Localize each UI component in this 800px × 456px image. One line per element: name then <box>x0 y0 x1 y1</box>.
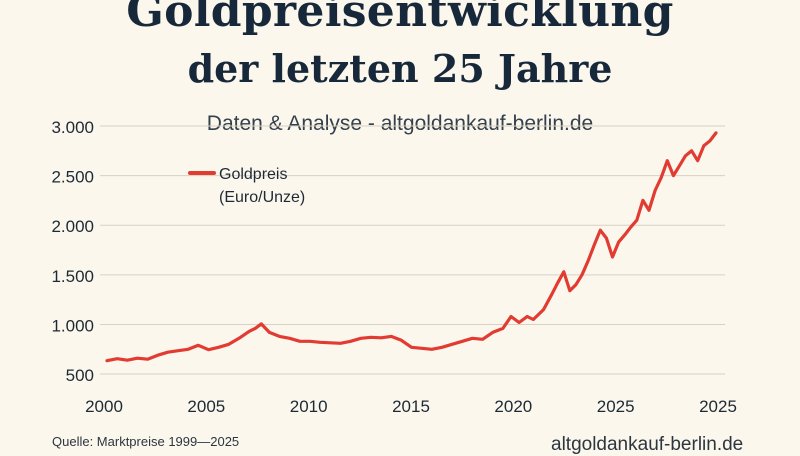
y-tick-label: 500 <box>66 366 94 385</box>
source-note: Quelle: Marktpreise 1999—2025 <box>52 434 240 449</box>
legend-unit-label: (Euro/Unze) <box>219 189 305 206</box>
y-tick-label: 2.500 <box>51 168 94 187</box>
x-tick-label: 2015 <box>392 397 430 416</box>
x-tick-label: 2020 <box>494 397 532 416</box>
y-tick-label: 1.000 <box>51 316 94 335</box>
x-tick-label: 2025 <box>699 397 737 416</box>
y-tick-label: 1.500 <box>51 267 94 286</box>
series-line-goldpreis <box>105 131 718 363</box>
chart-subtitle: Daten & Analyse - altgoldankauf-berlin.d… <box>206 112 594 135</box>
x-tick-label: 2000 <box>85 397 123 416</box>
x-tick-label: 2025 <box>597 397 635 416</box>
chart-title-line1: Goldpreisentwicklung <box>126 0 674 37</box>
footer-site: altgoldankauf-berlin.de <box>551 434 744 455</box>
y-tick-label: 2.000 <box>51 217 94 236</box>
x-tick-label: 2010 <box>290 397 328 416</box>
legend-label: Goldpreis <box>219 166 287 183</box>
chart-title-line2: der letzten 25 Jahre <box>187 46 613 91</box>
x-tick-label: 2005 <box>187 397 225 416</box>
y-tick-label: 3.000 <box>51 118 94 137</box>
